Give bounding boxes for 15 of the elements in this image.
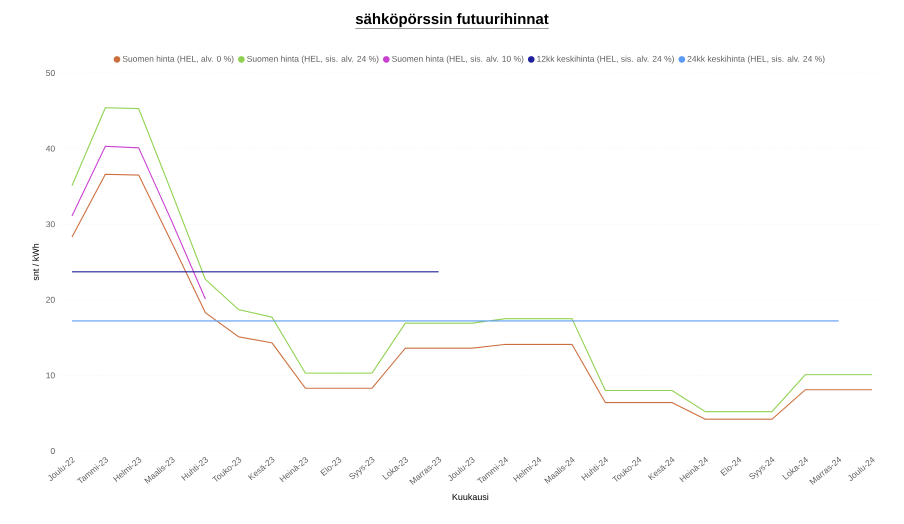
- x-axis-title: Kuukausi: [452, 494, 488, 500]
- y-axis-title: snt / kWh: [32, 244, 39, 280]
- y-tick-label: 20: [46, 296, 55, 303]
- y-tick-label: 50: [46, 70, 55, 76]
- line-series: [71, 146, 206, 300]
- legend-label: Suomen hinta (HEL, sis. alv. 10 %): [392, 56, 524, 64]
- y-tick-label: 10: [46, 372, 55, 378]
- legend-label: 24kk keskihinta (HEL, sis. alv. 24 %): [688, 56, 825, 64]
- y-tick-label: 30: [46, 221, 55, 228]
- legend-label: 12kk keskihinta (HEL, sis. alv. 24 %): [537, 56, 674, 64]
- legend-label: Suomen hinta (HEL, sis. alv. 24 %): [247, 56, 378, 64]
- legend-label: Suomen hinta (HEL, alv. 0 %): [122, 56, 234, 64]
- y-tick-label: 0: [50, 448, 55, 454]
- chart-title: sähköpörssin futuurihinnat: [356, 13, 549, 28]
- y-tick-label: 40: [46, 146, 55, 152]
